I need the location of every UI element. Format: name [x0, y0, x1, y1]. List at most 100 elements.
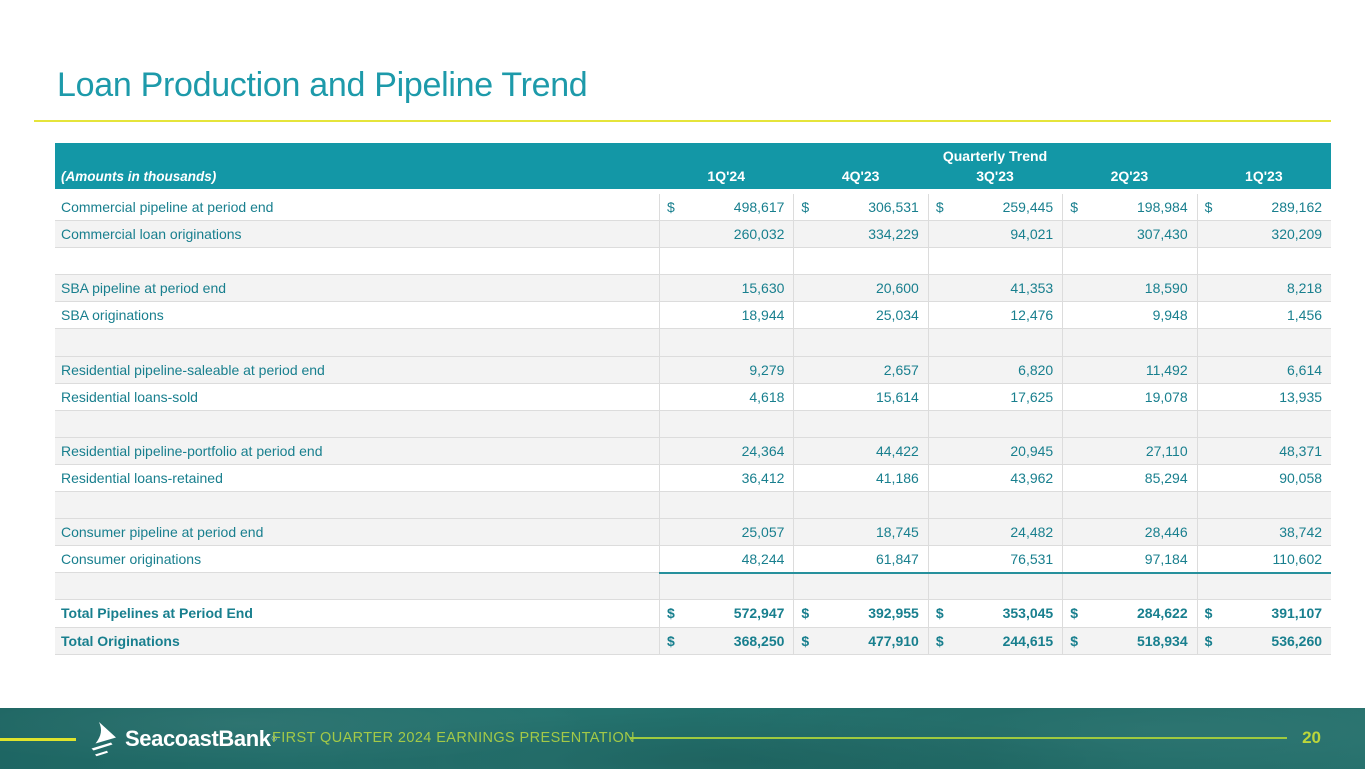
value-cell: 12,476: [927, 302, 1062, 329]
value-cell: $572,947: [659, 600, 793, 627]
value-text: 24,482: [1010, 524, 1054, 541]
value-text: 17,625: [1010, 388, 1054, 405]
value-text: 43,962: [1010, 469, 1054, 486]
value-text: 4,618: [749, 388, 785, 405]
value-cell: 25,057: [659, 519, 793, 546]
value-cell: $498,617: [659, 194, 793, 221]
value-cell: 2,657: [793, 356, 927, 383]
value-cell: 41,353: [927, 275, 1062, 302]
table-row: Total Originations $368,250 $477,910 $244,6…: [55, 627, 1331, 655]
dollar-sign: $: [1070, 199, 1079, 215]
value-cell: 18,944: [659, 302, 793, 329]
brand-name: SeacoastBank: [125, 726, 271, 751]
value-cell: 76,531: [927, 546, 1062, 573]
value-cell: $536,260: [1196, 627, 1331, 654]
value-cell: 48,244: [659, 546, 793, 573]
value-cell: 61,847: [793, 546, 927, 573]
value-text: 48,371: [1279, 442, 1323, 459]
value-cell: [659, 248, 793, 275]
value-text: 18,944: [741, 307, 785, 324]
value-cell: [1062, 573, 1196, 600]
value-cell: 8,218: [1196, 275, 1331, 302]
value-text: 61,847: [875, 551, 919, 568]
dollar-sign: $: [1204, 199, 1213, 215]
value-cell: [793, 410, 927, 437]
value-text: 18,745: [875, 524, 919, 541]
spacer-row: [55, 573, 1331, 601]
value-cell: 85,294: [1062, 464, 1196, 492]
table-row: Residential loans-sold 4,618 15,614 17,625 1…: [55, 383, 1331, 411]
dollar-sign: $: [1204, 632, 1213, 649]
value-text: 518,934: [1137, 632, 1188, 649]
value-cell: 9,279: [659, 356, 793, 383]
row-label: [55, 492, 659, 518]
row-label: Total Originations: [61, 632, 180, 649]
sail-icon: [91, 722, 116, 757]
value-text: 8,218: [1286, 280, 1323, 297]
footer-right-rule: [630, 737, 1287, 739]
dollar-sign: $: [667, 632, 675, 649]
row-label: [55, 573, 659, 599]
value-cell: [1196, 248, 1331, 275]
value-text: 19,078: [1144, 388, 1188, 405]
value-text: 110,602: [1272, 551, 1323, 568]
column-header: 4Q'23: [841, 168, 880, 184]
value-cell: 25,034: [793, 302, 927, 329]
value-cell: $259,445: [927, 194, 1062, 221]
value-cell: 18,745: [793, 519, 927, 546]
value-text: 1,456: [1286, 307, 1323, 324]
value-text: 307,430: [1137, 226, 1188, 243]
value-text: 498,617: [733, 199, 785, 215]
value-text: 85,294: [1144, 469, 1188, 486]
value-text: 477,910: [868, 632, 919, 649]
value-cell: [1062, 329, 1196, 356]
value-cell: 24,364: [659, 437, 793, 464]
value-cell: $244,615: [927, 627, 1062, 654]
value-cell: $306,531: [793, 194, 927, 221]
value-cell: 11,492: [1062, 356, 1196, 383]
value-cell: [659, 573, 793, 600]
value-text: 2,657: [883, 361, 919, 378]
value-cell: [793, 492, 927, 519]
value-text: 20,945: [1010, 442, 1054, 459]
value-cell: [1196, 492, 1331, 519]
value-text: 259,445: [1002, 199, 1054, 215]
page-title: Loan Production and Pipeline Trend: [57, 66, 588, 104]
value-cell: [927, 329, 1062, 356]
value-text: 90,058: [1279, 469, 1323, 486]
row-label: Commercial pipeline at period end: [61, 199, 274, 215]
value-cell: [659, 410, 793, 437]
row-label: Consumer originations: [61, 551, 202, 568]
value-text: 12,476: [1010, 307, 1054, 324]
row-label: SBA originations: [61, 307, 164, 324]
value-cell: [1062, 410, 1196, 437]
row-label: Residential loans-retained: [61, 469, 223, 486]
value-cell: 48,371: [1196, 437, 1331, 464]
value-cell: 20,945: [927, 437, 1062, 464]
value-cell: 15,630: [659, 275, 793, 302]
spacer-row: [55, 492, 1331, 520]
value-cell: [1196, 410, 1331, 437]
value-text: 9,948: [1152, 307, 1188, 324]
dollar-sign: $: [935, 605, 944, 622]
value-cell: 36,412: [659, 464, 793, 492]
column-header: 1Q'24: [707, 168, 745, 184]
value-text: 48,244: [741, 551, 785, 568]
value-text: 260,032: [733, 226, 785, 243]
value-cell: 13,935: [1196, 383, 1331, 410]
row-label: [55, 248, 659, 274]
dollar-sign: $: [801, 605, 810, 622]
value-cell: 18,590: [1062, 275, 1196, 302]
value-cell: 110,602: [1196, 546, 1331, 573]
value-cell: 94,021: [927, 221, 1062, 248]
value-cell: [927, 492, 1062, 519]
corner-label: (Amounts in thousands): [61, 168, 217, 184]
value-text: 536,260: [1271, 632, 1323, 649]
value-cell: 38,742: [1196, 519, 1331, 546]
table-row: Residential pipeline-saleable at period …: [55, 356, 1331, 384]
footer-bar: SeacoastBank ® FIRST QUARTER 2024 EARNING…: [0, 708, 1365, 769]
value-text: 13,935: [1279, 388, 1323, 405]
dollar-sign: $: [1204, 605, 1213, 622]
value-cell: 28,446: [1062, 519, 1196, 546]
value-cell: 19,078: [1062, 383, 1196, 410]
